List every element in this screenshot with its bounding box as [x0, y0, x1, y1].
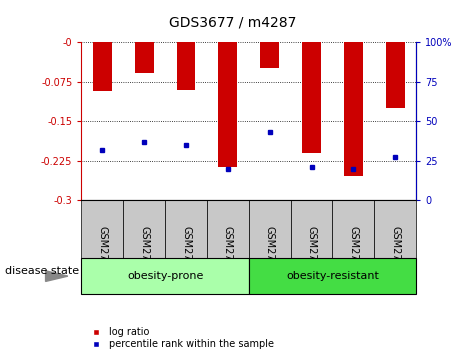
- Bar: [123, 200, 165, 258]
- Text: obesity-prone: obesity-prone: [127, 271, 203, 281]
- Text: GSM271486: GSM271486: [265, 226, 275, 285]
- Bar: [207, 200, 249, 258]
- Bar: [219, 42, 237, 167]
- Text: GSM271489: GSM271489: [348, 226, 359, 285]
- Bar: [177, 42, 195, 90]
- Polygon shape: [46, 271, 68, 281]
- Bar: [386, 42, 405, 108]
- Bar: [344, 42, 363, 176]
- Bar: [93, 42, 112, 91]
- Bar: [291, 200, 332, 258]
- Bar: [249, 200, 291, 258]
- Text: GSM271485: GSM271485: [181, 226, 191, 286]
- Bar: [81, 200, 123, 258]
- Legend: log ratio, percentile rank within the sample: log ratio, percentile rank within the sa…: [86, 327, 273, 349]
- Bar: [332, 200, 374, 258]
- Text: GSM271484: GSM271484: [139, 226, 149, 285]
- Bar: [249, 258, 416, 294]
- Bar: [81, 258, 249, 294]
- Bar: [374, 200, 416, 258]
- Bar: [165, 200, 207, 258]
- Text: obesity-resistant: obesity-resistant: [286, 271, 379, 281]
- Text: disease state: disease state: [5, 266, 79, 276]
- Bar: [135, 42, 153, 73]
- Text: GSM271487: GSM271487: [223, 226, 233, 286]
- Text: GSM271490: GSM271490: [390, 226, 400, 285]
- Text: GSM271483: GSM271483: [97, 226, 107, 285]
- Text: GSM271488: GSM271488: [306, 226, 317, 285]
- Bar: [260, 42, 279, 68]
- Text: GDS3677 / m4287: GDS3677 / m4287: [169, 16, 296, 30]
- Bar: [302, 42, 321, 153]
